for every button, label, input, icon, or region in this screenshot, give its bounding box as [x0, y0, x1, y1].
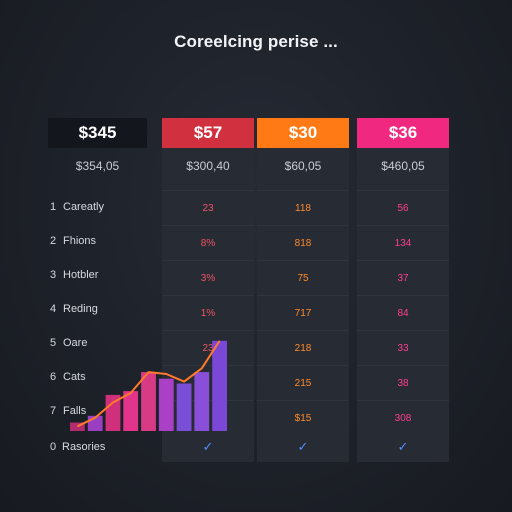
plan-cell: 33: [357, 330, 449, 365]
row-number: 6: [50, 371, 57, 383]
row-text: Cats: [63, 371, 86, 383]
plan-cell: 75: [257, 260, 349, 295]
plan-cell: 215: [257, 365, 349, 400]
plan-cell: 118: [257, 190, 349, 225]
row-text: Careatly: [63, 201, 104, 213]
chart-bar: [158, 378, 174, 431]
plan-sub-price: $460,05: [381, 159, 425, 173]
plan-cell: 56: [357, 190, 449, 225]
plan-cell: 717: [257, 295, 349, 330]
row-label: 3 Hotbler: [50, 258, 170, 292]
plan-cell: 23: [162, 190, 254, 225]
plan-sub-price: $300,40: [186, 159, 230, 173]
row-text: Hotbler: [63, 269, 99, 281]
chart-bar: [194, 372, 210, 431]
plan-price: $57: [162, 118, 254, 148]
plan-cell: 84: [357, 295, 449, 330]
label-price: $345: [48, 118, 147, 148]
plan-cell: 3%: [162, 260, 254, 295]
plan-cell: 308: [357, 400, 449, 435]
plan-cell: 218: [257, 330, 349, 365]
label-column: $345 $354,05: [48, 118, 147, 184]
row-number: 7: [50, 405, 57, 417]
row-number: 3: [50, 269, 57, 281]
plan-cell: 37: [357, 260, 449, 295]
mini-bar-chart: [70, 340, 227, 431]
check-icon: ✓: [202, 439, 214, 454]
row-label: 6 Cats: [50, 360, 170, 394]
row-text: Fhions: [63, 235, 97, 247]
row-label: 7 Falls: [50, 394, 170, 428]
check-icon: ✓: [297, 439, 309, 454]
row-text: Reding: [63, 303, 98, 315]
plan-column-orange[interactable]: $30 $60,05 118 818 75 717 218 215 $15 ✓: [257, 118, 349, 462]
label-sub-price: $354,05: [75, 159, 120, 173]
chart-bar: [212, 340, 227, 431]
plan-price: $36: [357, 118, 449, 148]
row-text: Oare: [63, 337, 88, 349]
plan-cell: 23: [162, 330, 254, 365]
row-label: 2 Fhions: [50, 224, 170, 258]
plan-cell: 38: [357, 365, 449, 400]
row-text: Falls: [63, 405, 87, 417]
plan-cell: 818: [257, 225, 349, 260]
chart-bar: [141, 372, 156, 431]
chart-bar: [176, 383, 192, 431]
chart-bar: [123, 391, 139, 431]
row-label: 4 Reding: [50, 292, 170, 326]
check-icon: ✓: [397, 439, 409, 454]
row-number: 4: [50, 303, 57, 315]
row-number: 2: [50, 235, 57, 247]
page-title: Coreelcing perise ...: [174, 32, 338, 51]
plan-cell: 1%: [162, 295, 254, 330]
chart-trend-line: [76, 340, 221, 428]
chart-bar: [70, 422, 85, 431]
plan-cell: [162, 365, 254, 400]
row-number: 5: [50, 337, 57, 349]
plan-cell: $15: [257, 400, 349, 435]
plan-cell: 134: [357, 225, 449, 260]
row-label: 5 Oare: [50, 326, 170, 360]
row-number: 1: [50, 201, 57, 213]
plan-cell: 8%: [162, 225, 254, 260]
chart-bar: [105, 394, 121, 431]
row-number: 0: [50, 441, 57, 453]
plan-sub-price: $60,05: [284, 159, 322, 173]
row-label: 0 Rasories: [50, 437, 105, 457]
row-label: 1 Careatly: [50, 190, 170, 224]
plan-price: $30: [257, 118, 349, 148]
plan-column-pink[interactable]: $36 $460,05 56 134 37 84 33 38 308 ✓: [357, 118, 449, 462]
row-labels: 1 Careatly 2 Fhions 3 Hotbler 4 Reding 5…: [50, 190, 170, 428]
row-text: Rasories: [62, 441, 106, 453]
